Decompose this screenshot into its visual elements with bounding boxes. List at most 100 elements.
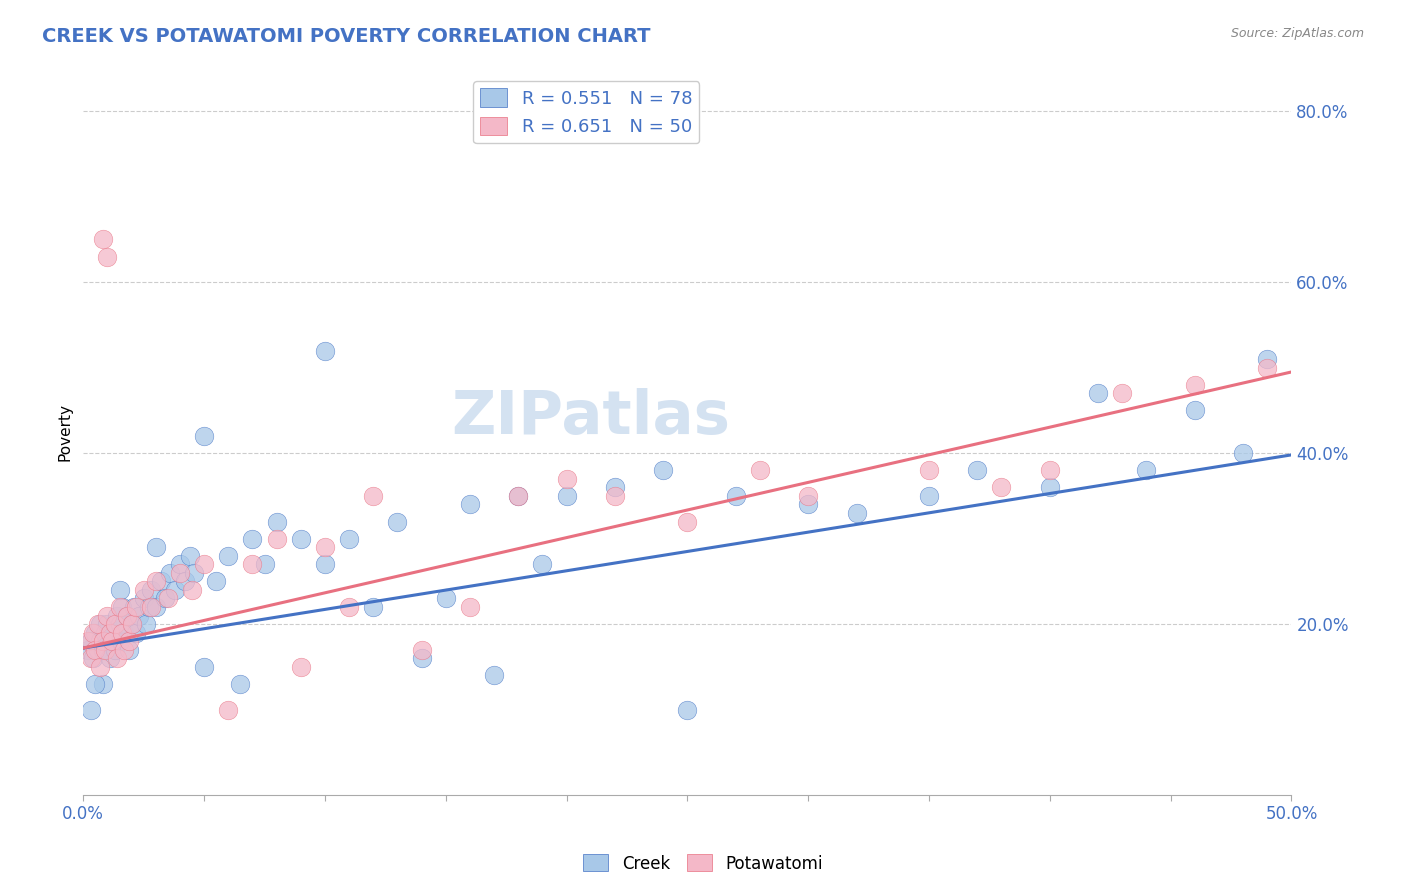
Point xyxy=(132,591,155,606)
Point xyxy=(108,634,131,648)
Point xyxy=(603,489,626,503)
Point xyxy=(266,532,288,546)
Point xyxy=(181,582,204,597)
Point xyxy=(135,617,157,632)
Point xyxy=(139,582,162,597)
Point xyxy=(87,617,110,632)
Point xyxy=(845,506,868,520)
Point xyxy=(111,625,134,640)
Point xyxy=(159,566,181,580)
Point xyxy=(156,591,179,606)
Point xyxy=(748,463,770,477)
Text: Source: ZipAtlas.com: Source: ZipAtlas.com xyxy=(1230,27,1364,40)
Point xyxy=(1184,403,1206,417)
Point xyxy=(676,703,699,717)
Point xyxy=(111,600,134,615)
Point xyxy=(98,651,121,665)
Point xyxy=(104,617,127,632)
Point xyxy=(482,668,505,682)
Point xyxy=(676,515,699,529)
Point xyxy=(125,625,148,640)
Point xyxy=(314,558,336,572)
Point xyxy=(337,532,360,546)
Point xyxy=(132,582,155,597)
Point xyxy=(89,660,111,674)
Point xyxy=(118,642,141,657)
Legend: R = 0.551   N = 78, R = 0.651   N = 50: R = 0.551 N = 78, R = 0.651 N = 50 xyxy=(472,81,699,144)
Point xyxy=(138,600,160,615)
Point xyxy=(1184,377,1206,392)
Point xyxy=(155,591,177,606)
Point xyxy=(82,651,104,665)
Point xyxy=(411,642,433,657)
Point xyxy=(84,642,107,657)
Point xyxy=(314,343,336,358)
Point xyxy=(125,600,148,615)
Point xyxy=(139,600,162,615)
Point xyxy=(361,600,384,615)
Point xyxy=(266,515,288,529)
Point xyxy=(84,677,107,691)
Point xyxy=(98,625,121,640)
Point xyxy=(508,489,530,503)
Point xyxy=(79,651,101,665)
Point xyxy=(242,532,264,546)
Point xyxy=(179,549,201,563)
Point xyxy=(96,634,118,648)
Point xyxy=(797,498,820,512)
Point xyxy=(508,489,530,503)
Point xyxy=(108,600,131,615)
Point xyxy=(1232,446,1254,460)
Point xyxy=(91,634,114,648)
Point xyxy=(112,642,135,657)
Point xyxy=(79,634,101,648)
Point xyxy=(253,558,276,572)
Point xyxy=(531,558,554,572)
Legend: Creek, Potawatomi: Creek, Potawatomi xyxy=(576,847,830,880)
Point xyxy=(121,617,143,632)
Text: CREEK VS POTAWATOMI POVERTY CORRELATION CHART: CREEK VS POTAWATOMI POVERTY CORRELATION … xyxy=(42,27,651,45)
Point xyxy=(87,642,110,657)
Point xyxy=(169,558,191,572)
Point xyxy=(108,617,131,632)
Point xyxy=(337,600,360,615)
Point xyxy=(458,600,481,615)
Point xyxy=(797,489,820,503)
Point xyxy=(79,703,101,717)
Point xyxy=(314,540,336,554)
Point xyxy=(217,703,239,717)
Point xyxy=(193,558,215,572)
Text: ZIPatlas: ZIPatlas xyxy=(451,388,730,447)
Point xyxy=(290,660,312,674)
Point xyxy=(104,642,127,657)
Point xyxy=(91,677,114,691)
Point xyxy=(108,582,131,597)
Point xyxy=(145,600,167,615)
Point xyxy=(458,498,481,512)
Point xyxy=(555,489,578,503)
Point xyxy=(118,634,141,648)
Point xyxy=(112,625,135,640)
Point xyxy=(205,574,228,589)
Point xyxy=(105,608,128,623)
Point xyxy=(1111,386,1133,401)
Y-axis label: Poverty: Poverty xyxy=(58,403,72,461)
Point xyxy=(165,582,187,597)
Point xyxy=(101,634,124,648)
Point xyxy=(1256,352,1278,367)
Point xyxy=(115,608,138,623)
Point xyxy=(94,642,117,657)
Point xyxy=(966,463,988,477)
Point xyxy=(77,642,100,657)
Point xyxy=(183,566,205,580)
Point xyxy=(918,463,941,477)
Point xyxy=(555,472,578,486)
Point xyxy=(82,625,104,640)
Point xyxy=(290,532,312,546)
Point xyxy=(96,250,118,264)
Point xyxy=(89,617,111,632)
Point xyxy=(1135,463,1157,477)
Point xyxy=(918,489,941,503)
Point xyxy=(1039,480,1062,494)
Point xyxy=(724,489,747,503)
